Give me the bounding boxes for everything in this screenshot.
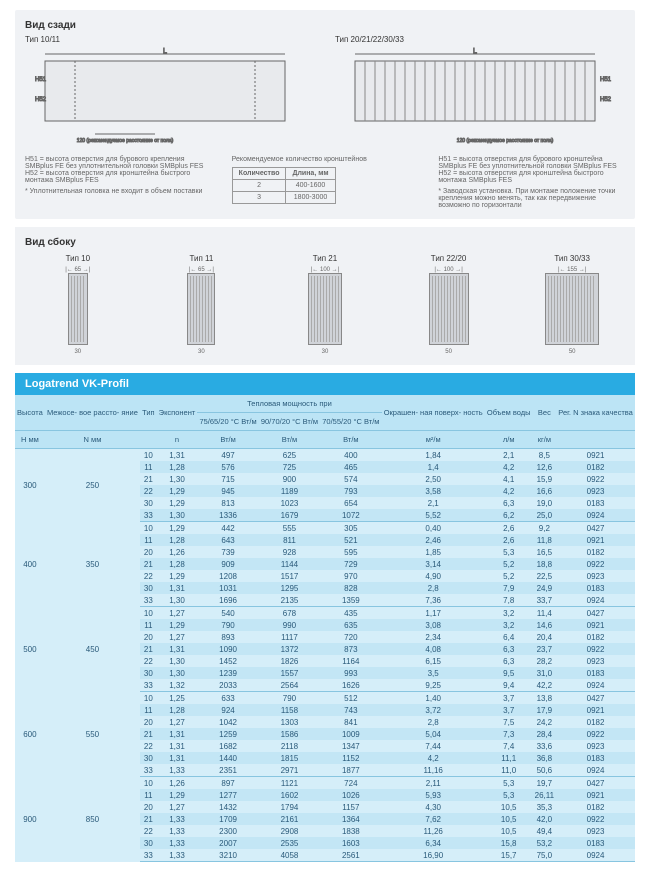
radiator-side-icon bbox=[545, 273, 599, 345]
note-right-2: H52 = высота отверстия для кронштейна бы… bbox=[438, 170, 625, 184]
table-row: 300250101,314976254001,842,18,50921 bbox=[15, 449, 635, 462]
svg-text:H51: H51 bbox=[35, 77, 47, 83]
table-row: 500450101,275406784351,173,211,40427 bbox=[15, 607, 635, 620]
svg-text:H52: H52 bbox=[35, 97, 47, 103]
svg-text:L: L bbox=[163, 48, 167, 55]
svg-text:120 (рекомендуемое расстояние: 120 (рекомендуемое расстояние от пола) bbox=[77, 138, 174, 144]
radiator-side-icon bbox=[308, 273, 342, 345]
side-section-title: Вид сбоку bbox=[25, 237, 625, 248]
rear-view-diagrams: Вид сзади Тип 10/11 L H51 H52 120 (реком… bbox=[15, 10, 635, 219]
bracket-table: КоличествоДлина, мм 2400-1600 31800-3000 bbox=[232, 167, 336, 204]
table-row: 900850101,2689711217242,115,319,70427 bbox=[15, 777, 635, 790]
note-left-2: H52 = высота отверстия для кронштейна бы… bbox=[25, 170, 212, 184]
radiator-side-icon bbox=[68, 273, 88, 345]
table-row: 400350101,294425553050,402,69,20427 bbox=[15, 522, 635, 535]
note-left-1: H51 = высота отверстия для бурового креп… bbox=[25, 156, 212, 170]
mini-table-title: Рекомендуемое количество кронштейнов bbox=[232, 156, 419, 163]
product-name-bar: Logatrend VK-Profil bbox=[15, 373, 635, 395]
note-right-3: * Заводская установка. При монтаже полож… bbox=[438, 188, 625, 209]
side-label: Тип 22/20 bbox=[396, 254, 502, 263]
svg-text:120 (рекомендуемое расстояние: 120 (рекомендуемое расстояние от пола) bbox=[457, 138, 554, 144]
side-label: Тип 21 bbox=[272, 254, 378, 263]
svg-text:H52: H52 bbox=[600, 97, 612, 103]
radiator-side-icon bbox=[187, 273, 215, 345]
radiator-side-icon bbox=[429, 273, 469, 345]
side-label: Тип 30/33 bbox=[519, 254, 625, 263]
diag-left-title: Тип 10/11 bbox=[25, 35, 315, 44]
side-label: Тип 11 bbox=[149, 254, 255, 263]
rear-diagram-left: L H51 H52 120 (рекомендуемое расстояние … bbox=[25, 46, 305, 146]
table-row: 600550101,256337905121,403,713,80427 bbox=[15, 692, 635, 705]
side-view-section: Вид сбоку Тип 10 |← 65 →| 30Тип 11 |← 65… bbox=[15, 227, 635, 365]
note-left-3: * Уплотнительная головка не входит в объ… bbox=[25, 188, 212, 195]
rear-diagram-right: L H51 H52 120 (рекомендуемое расстояние … bbox=[335, 46, 615, 146]
svg-text:H51: H51 bbox=[600, 77, 612, 83]
svg-text:L: L bbox=[473, 48, 477, 55]
section-title: Вид сзади bbox=[25, 20, 625, 31]
diag-right-title: Тип 20/21/22/30/33 bbox=[335, 35, 625, 44]
note-right-1: H51 = высота отверстия для бурового крон… bbox=[438, 156, 625, 170]
spec-table: Высота Межосе- вое рассто- яние Тип Эксп… bbox=[15, 395, 635, 862]
side-label: Тип 10 bbox=[25, 254, 131, 263]
